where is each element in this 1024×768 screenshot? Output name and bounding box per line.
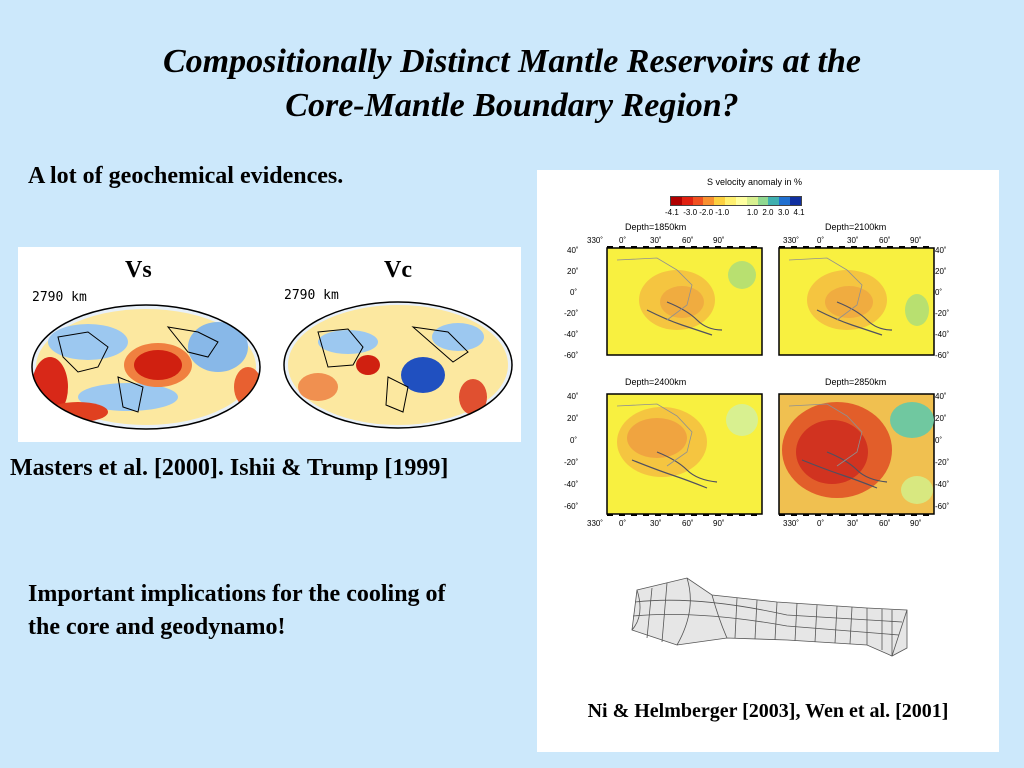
map-depth-label-3: Depth=2400km [625,377,687,387]
map1-lon-90: 90˚ [713,236,725,245]
regional-maps-graphic [606,246,935,657]
depth-tag-right: 2790 km [284,288,339,303]
colorbar-swatch [790,197,801,205]
map2-lat-40: 40˚ [935,246,947,255]
map-2850km [778,393,935,515]
colorbar-swatch [703,197,715,205]
map3-lat-40: 40˚ [567,392,579,401]
map4-lat-40: 40˚ [935,392,947,401]
left-figure-caption: Masters et al. [2000]. Ishii & Trump [19… [10,455,449,481]
map2-lon-30: 30˚ [847,236,859,245]
map3-lon-30: 30˚ [650,519,662,528]
map2-lon-330: 330˚ [783,236,800,245]
colorbar-title: S velocity anomaly in % [707,177,803,187]
map1-lat-40: 40˚ [567,246,579,255]
slide-title: Compositionally Distinct Mantle Reservoi… [40,40,984,128]
map3-lon-90: 90˚ [713,519,725,528]
map-2400km [606,393,763,515]
map3-lat-0: 0˚ [570,436,578,445]
map2-lon-0: 0˚ [817,236,825,245]
map4-lat-m40: -40˚ [935,480,950,489]
map1-lon-0: 0˚ [619,236,627,245]
map2-lat-20: 20˚ [935,267,947,276]
slide-title-line1: Compositionally Distinct Mantle Reservoi… [163,43,861,80]
map1-lat-0: 0˚ [570,288,578,297]
map1-lat-m20: -20˚ [564,309,579,318]
colorbar-swatch [671,197,682,205]
map4-lon-0: 0˚ [817,519,825,528]
map4-lon-330: 330˚ [783,519,800,528]
map4-lat-m60: -60˚ [935,502,950,511]
map-depth-label-4: Depth=2850km [825,377,887,387]
map1-lat-m40: -40˚ [564,330,579,339]
map3-lon-60: 60˚ [682,519,694,528]
map3-lat-20: 20˚ [567,414,579,423]
colorbar-ticks: -4.1 -3.0 -2.0 -1.0 1.0 2.0 3.0 4.1 [665,208,805,217]
map4-lat-m20: -20˚ [935,458,950,467]
colorbar-swatch [768,197,780,205]
map2-lon-60: 60˚ [879,236,891,245]
colorbar-swatch [692,197,704,205]
map2-lat-m40: -40˚ [935,330,950,339]
map4-lat-20: 20˚ [935,414,947,423]
colorbar-swatch [757,197,769,205]
mollweide-maps-graphic [31,301,513,430]
map4-lat-0: 0˚ [935,436,943,445]
map3-lon-0: 0˚ [619,519,627,528]
vc-label: Vc [384,257,412,283]
map2-lat-m20: -20˚ [935,309,950,318]
colorbar-swatch [735,197,747,205]
colorbar [670,196,802,206]
depth-tag-left: 2790 km [32,290,87,305]
map3-lat-m40: -40˚ [564,480,579,489]
map1-lon-60: 60˚ [682,236,694,245]
vc-map [284,302,512,428]
map1-lat-20: 20˚ [567,267,579,276]
map-depth-label-2: Depth=2100km [825,222,887,232]
velocity-anomaly-panel: S velocity anomaly in % -4.1 -3.0 -2.0 -… [537,170,999,752]
wireframe-structure [631,577,908,657]
colorbar-swatch [681,197,693,205]
slide-title-line2: Core-Mantle Boundary Region? [285,87,739,124]
map4-lon-60: 60˚ [879,519,891,528]
map2-lat-m60: -60˚ [935,351,950,360]
map3-lat-m60: -60˚ [564,502,579,511]
implications-text: Important implications for the cooling o… [28,578,446,644]
map2-lat-0: 0˚ [935,288,943,297]
colorbar-swatch [779,197,791,205]
vs-label: Vs [125,257,152,283]
map-2100km [778,247,935,356]
map-depth-label-1: Depth=1850km [625,222,687,232]
tomography-maps-panel: Vs Vc 2790 km 2790 km [18,247,521,442]
map1-lon-30: 30˚ [650,236,662,245]
map1-lat-m60: -60˚ [564,351,579,360]
map3-lon-330: 330˚ [587,519,604,528]
map-1850km [606,247,763,356]
map1-lon-330: 330˚ [587,236,604,245]
implications-line2: the core and geodynamo! [28,614,286,640]
implications-line1: Important implications for the cooling o… [28,581,446,607]
colorbar-swatch [725,197,736,205]
map3-lat-m20: -20˚ [564,458,579,467]
vs-map [32,305,260,429]
map4-lon-30: 30˚ [847,519,859,528]
colorbar-swatch [746,197,758,205]
map2-lon-90: 90˚ [910,236,922,245]
colorbar-swatch [714,197,726,205]
right-figure-caption: Ni & Helmberger [2003], Wen et al. [2001… [587,700,949,722]
map4-lon-90: 90˚ [910,519,922,528]
evidence-text: A lot of geochemical evidences. [28,163,344,189]
